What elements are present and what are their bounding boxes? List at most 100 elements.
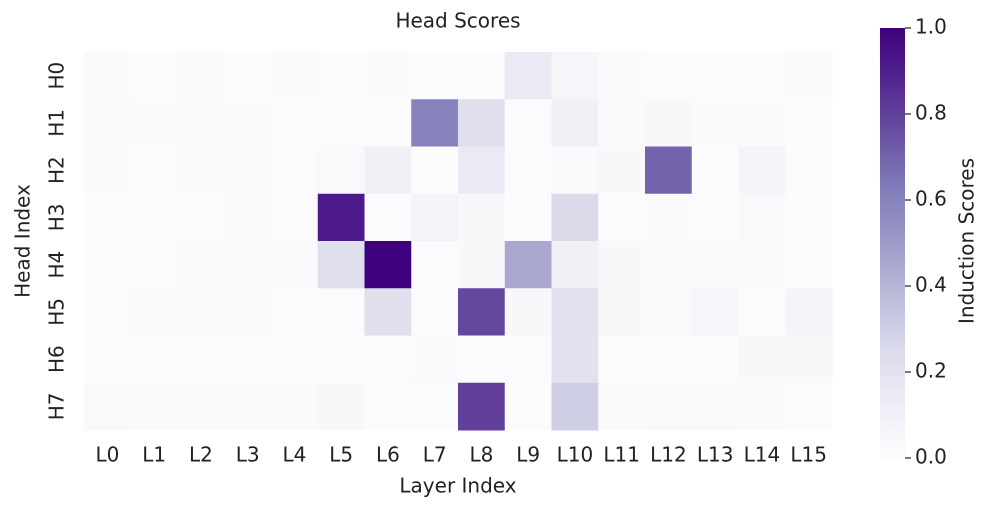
y-tick-label: H1 bbox=[45, 109, 69, 137]
heatmap-cell bbox=[364, 335, 412, 384]
heatmap-cell bbox=[551, 52, 599, 100]
heatmap-cell bbox=[224, 288, 272, 336]
heatmap-cell bbox=[691, 52, 739, 100]
heatmap-cell bbox=[411, 52, 459, 100]
heatmap-cell bbox=[458, 335, 506, 384]
heatmap-cell bbox=[785, 382, 833, 431]
heatmap-cell bbox=[317, 288, 365, 336]
heatmap-cell bbox=[364, 99, 412, 147]
heatmap-cell bbox=[271, 52, 319, 100]
x-tick-label: L13 bbox=[697, 443, 734, 467]
heatmap-cell bbox=[458, 241, 506, 289]
heatmap-cell bbox=[224, 382, 272, 431]
heatmap-cell bbox=[458, 288, 506, 336]
heatmap-cell bbox=[691, 241, 739, 289]
heatmap-cell bbox=[738, 99, 786, 147]
colorbar-tick-label: 0.2 bbox=[915, 359, 947, 383]
heatmap-cell bbox=[551, 335, 599, 384]
heatmap-cell bbox=[271, 288, 319, 336]
heatmap-cell bbox=[411, 288, 459, 336]
heatmap-cell bbox=[785, 52, 833, 100]
heatmap-cell bbox=[364, 52, 412, 100]
heatmap-cell bbox=[598, 52, 646, 100]
heatmap-cell bbox=[177, 99, 225, 147]
heatmap-cell bbox=[224, 193, 272, 242]
x-tick-label: L4 bbox=[282, 443, 306, 467]
heatmap-cell bbox=[317, 193, 365, 242]
heatmap-cell bbox=[364, 288, 412, 336]
y-tick-label: H3 bbox=[45, 203, 69, 231]
heatmap-cell bbox=[364, 382, 412, 431]
heatmap-cell bbox=[738, 288, 786, 336]
heatmap-cell bbox=[458, 193, 506, 242]
heatmap-cell bbox=[177, 52, 225, 100]
heatmap-cell bbox=[411, 146, 459, 195]
heatmap-cell bbox=[785, 288, 833, 336]
y-tick-label: H5 bbox=[45, 298, 69, 326]
heatmap-cell bbox=[364, 241, 412, 289]
heatmap-cell bbox=[364, 146, 412, 195]
heatmap-cell bbox=[84, 335, 132, 384]
heatmap-cell bbox=[130, 288, 178, 336]
heatmap-cell bbox=[785, 335, 833, 384]
colorbar-tick-label: 0.8 bbox=[915, 101, 947, 125]
x-tick-label: L5 bbox=[329, 443, 353, 467]
heatmap-cell bbox=[645, 335, 693, 384]
heatmap-cell bbox=[598, 288, 646, 336]
x-tick-label: L0 bbox=[95, 443, 119, 467]
heatmap-cell bbox=[317, 99, 365, 147]
heatmap-cell bbox=[598, 241, 646, 289]
heatmap-cell bbox=[271, 335, 319, 384]
y-axis-title: Head Index bbox=[11, 184, 35, 298]
colorbar-tick-label: 0.6 bbox=[915, 187, 947, 211]
heatmap-cell bbox=[317, 52, 365, 100]
heatmap-cell bbox=[738, 382, 786, 431]
x-tick-label: L6 bbox=[376, 443, 400, 467]
heatmap-cell bbox=[598, 335, 646, 384]
heatmap-cell bbox=[504, 382, 552, 431]
heatmap-cell bbox=[738, 146, 786, 195]
x-tick-label: L12 bbox=[650, 443, 687, 467]
heatmap-cell bbox=[738, 52, 786, 100]
heatmap-cell bbox=[84, 288, 132, 336]
heatmap-cell bbox=[738, 193, 786, 242]
heatmap-cell bbox=[411, 193, 459, 242]
heatmap-cell bbox=[271, 241, 319, 289]
heatmap-cell bbox=[177, 382, 225, 431]
heatmap-cell bbox=[598, 382, 646, 431]
heatmap-cell bbox=[551, 193, 599, 242]
y-tick-label: H4 bbox=[45, 251, 69, 279]
colorbar-tick-label: 0.4 bbox=[915, 273, 947, 297]
x-tick-label: L7 bbox=[423, 443, 447, 467]
y-tick-label: H7 bbox=[45, 392, 69, 420]
heatmap-cell bbox=[177, 335, 225, 384]
heatmap-cell bbox=[130, 193, 178, 242]
heatmap-cell bbox=[691, 335, 739, 384]
heatmap-cell bbox=[645, 99, 693, 147]
x-tick-label: L15 bbox=[790, 443, 827, 467]
heatmap-cell bbox=[224, 52, 272, 100]
x-tick-label: L8 bbox=[469, 443, 493, 467]
heatmap-cell bbox=[504, 146, 552, 195]
x-tick-label: L1 bbox=[142, 443, 166, 467]
heatmap-cell bbox=[84, 99, 132, 147]
heatmap-cell bbox=[271, 146, 319, 195]
chart-title: Head Scores bbox=[395, 9, 520, 33]
colorbar-tick-label: 0.0 bbox=[915, 445, 947, 469]
heatmap-cell bbox=[785, 241, 833, 289]
heatmap-cell bbox=[130, 146, 178, 195]
heatmap-cell bbox=[317, 382, 365, 431]
heatmap-cell bbox=[411, 382, 459, 431]
x-tick-label: L9 bbox=[516, 443, 540, 467]
heatmap-cell bbox=[504, 288, 552, 336]
heatmap-cell bbox=[130, 382, 178, 431]
heatmap-cell bbox=[598, 99, 646, 147]
heatmap-cell bbox=[130, 52, 178, 100]
x-axis-title: Layer Index bbox=[399, 474, 516, 498]
heatmap-cell bbox=[224, 146, 272, 195]
x-tick-label: L14 bbox=[744, 443, 781, 467]
heatmap-cell bbox=[598, 193, 646, 242]
y-tick-label: H6 bbox=[45, 345, 69, 373]
colorbar-tick-label: 1.0 bbox=[915, 15, 947, 39]
heatmap-cell bbox=[551, 288, 599, 336]
